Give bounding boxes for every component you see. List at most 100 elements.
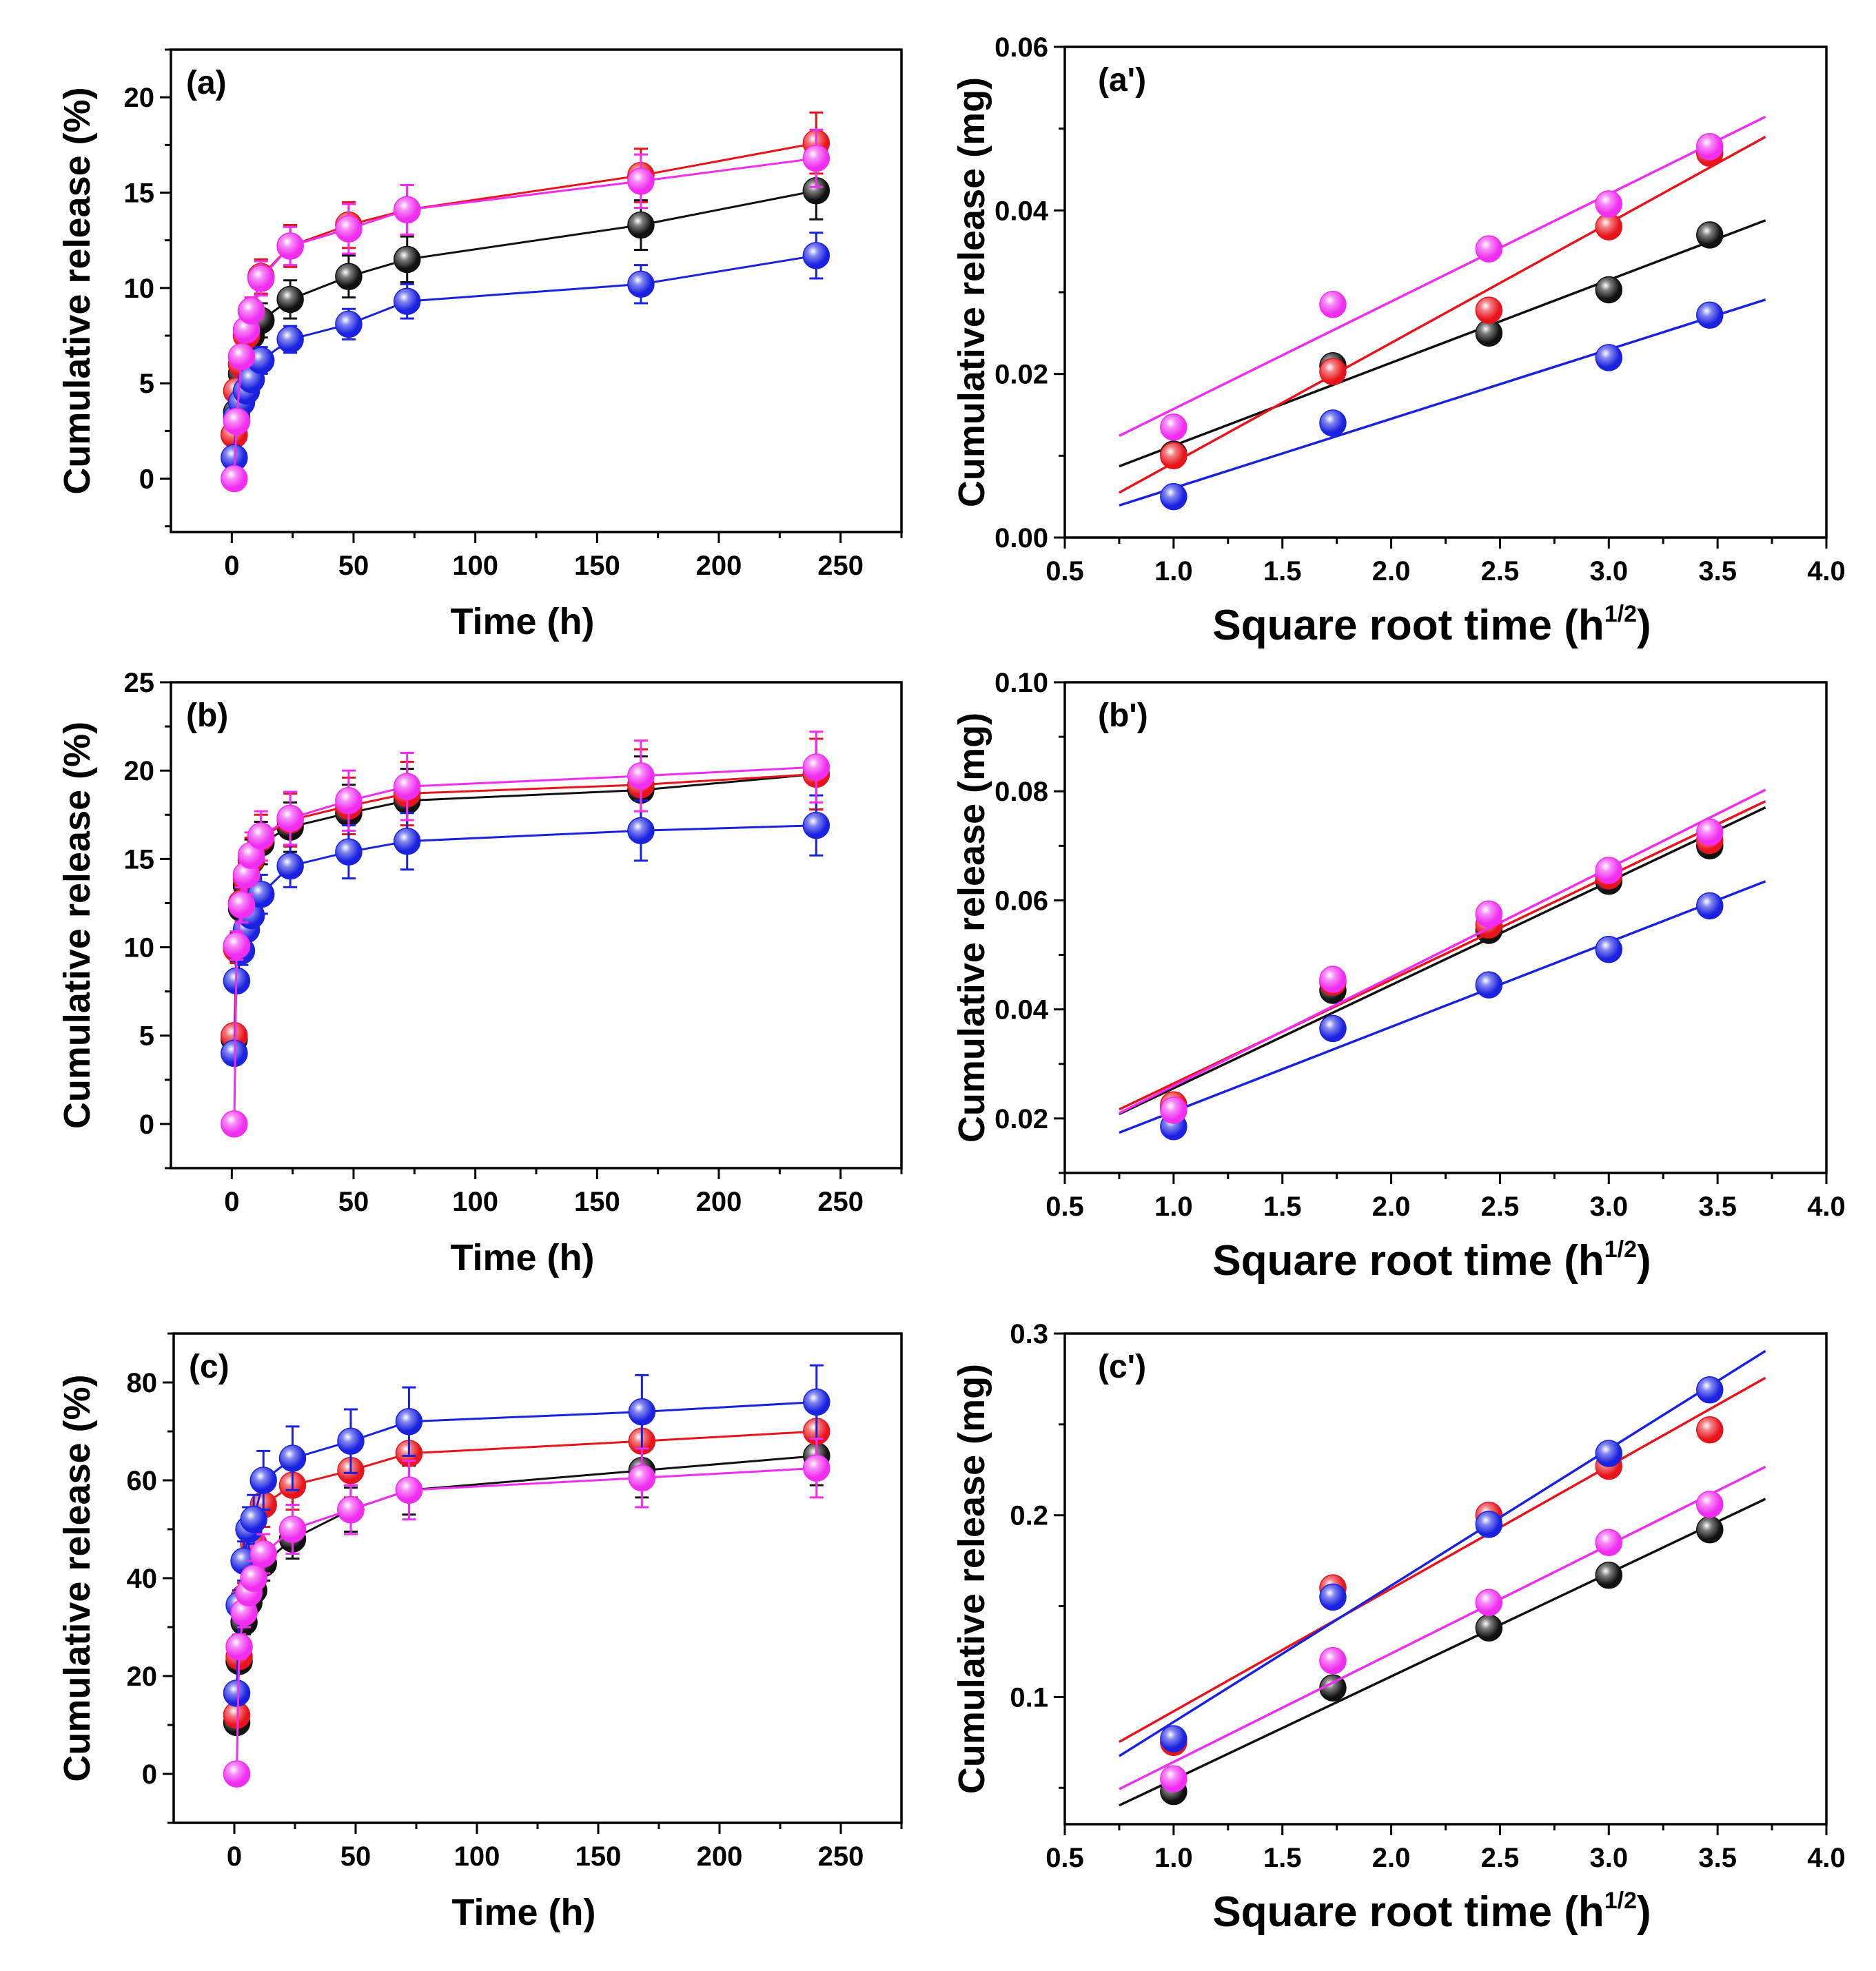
y-tick-label: 0.00 <box>995 523 1048 553</box>
data-point <box>1696 1491 1724 1518</box>
data-point <box>1160 1725 1187 1753</box>
panel-label: (b) <box>186 697 228 734</box>
data-point <box>240 1506 267 1533</box>
x-tick-label: 250 <box>817 551 864 581</box>
data-point <box>276 852 304 880</box>
series-black <box>1119 1498 1766 1807</box>
panel-c: 0 50 100 150 200 250 0 20 40 60 80 (c) Cumulative re… <box>57 1332 903 1933</box>
x-axis-label: Square root time (h1/2) <box>1212 1888 1651 1936</box>
series-magenta <box>221 731 830 1138</box>
fit-line <box>1119 800 1766 1111</box>
fit-line <box>1119 1376 1766 1744</box>
y-tick-label: 0.06 <box>995 886 1048 916</box>
data-point <box>1696 133 1724 161</box>
data-point <box>1696 1416 1724 1444</box>
panel-b: 0 50 100 150 200 250 0 5 10 15 20 25 (b) Cumulative r… <box>57 668 903 1278</box>
x-tick-label: 250 <box>817 1187 864 1217</box>
data-point <box>223 1760 251 1788</box>
data-point <box>1319 1583 1347 1611</box>
data-point <box>1319 966 1347 993</box>
data-point <box>249 1540 277 1568</box>
x-tick-label: 1.0 <box>1154 1843 1193 1873</box>
data-point <box>1475 900 1503 928</box>
data-point <box>627 762 655 790</box>
series-blue <box>1118 1349 1766 1757</box>
data-point <box>803 1388 830 1416</box>
y-tick-label: 0.04 <box>995 196 1049 226</box>
data-point <box>1475 296 1503 324</box>
y-tick-label: 0 <box>139 1110 154 1140</box>
series-line <box>233 773 817 1036</box>
x-tick-label: 1.5 <box>1263 1843 1302 1873</box>
x-axis-label: Time (h) <box>451 1892 595 1933</box>
fit-line <box>1119 219 1766 468</box>
x-tick-label: 200 <box>696 1187 742 1217</box>
data-point <box>1160 413 1187 441</box>
data-point <box>278 1444 307 1472</box>
fit-line <box>1119 880 1766 1134</box>
panel-label: (c') <box>1098 1349 1146 1385</box>
x-tick-label: 2.5 <box>1481 1192 1520 1222</box>
data-point <box>393 245 421 274</box>
x-tick-label: 150 <box>574 1187 620 1217</box>
series-blue <box>221 794 830 1068</box>
data-point <box>1319 1646 1347 1675</box>
plot-frame <box>170 681 903 1170</box>
data-point <box>1160 1765 1187 1793</box>
y-tick-label: 20 <box>124 756 155 786</box>
data-point <box>1595 213 1623 241</box>
y-tick-label: 0.1 <box>1010 1682 1048 1713</box>
data-point <box>335 215 363 243</box>
x-tick-label: 2.0 <box>1372 1843 1411 1873</box>
data-point <box>276 325 304 354</box>
data-point <box>1595 1529 1623 1557</box>
data-point <box>395 1476 423 1504</box>
y-tick-label: 10 <box>124 274 155 304</box>
x-tick-label: 4.0 <box>1807 556 1846 586</box>
y-axis-label: Cumulative release (%) <box>57 1374 98 1781</box>
x-tick-label: 100 <box>452 1187 498 1217</box>
series-black <box>1119 219 1766 468</box>
y-tick-label: 0.3 <box>1010 1319 1048 1349</box>
data-point <box>1319 358 1347 385</box>
data-point <box>240 1564 267 1592</box>
data-point <box>223 1679 251 1707</box>
x-tick-label: 150 <box>575 1841 622 1872</box>
data-point <box>627 817 655 845</box>
data-point <box>1160 1096 1187 1124</box>
data-point <box>225 1633 253 1661</box>
series-red <box>1119 136 1766 494</box>
data-point <box>393 827 421 855</box>
data-point <box>276 232 304 260</box>
data-point <box>278 1515 307 1543</box>
fit-line <box>1119 788 1766 1114</box>
data-point <box>1696 892 1724 920</box>
data-point <box>1319 291 1347 318</box>
data-point <box>227 891 256 919</box>
series-blue <box>223 1364 830 1707</box>
data-point <box>393 773 421 801</box>
x-tick-label: 0.5 <box>1046 556 1084 586</box>
x-tick-label: 0.5 <box>1046 1843 1084 1873</box>
y-tick-label: 0.02 <box>995 1104 1048 1134</box>
x-tick-label: 1.5 <box>1263 1192 1302 1222</box>
data-point <box>247 822 275 850</box>
y-tick-label: 5 <box>139 1021 154 1052</box>
x-tick-label: 1.0 <box>1154 556 1193 586</box>
y-tick-label: 0.04 <box>995 995 1049 1025</box>
data-point <box>1595 1561 1623 1589</box>
x-tick-label: 150 <box>574 551 620 581</box>
series-red <box>221 111 830 449</box>
x-axis-label: Square root time (h1/2) <box>1212 601 1651 649</box>
data-point <box>221 1110 248 1138</box>
x-tick-label: 4.0 <box>1807 1843 1846 1873</box>
data-point <box>628 1398 656 1426</box>
fit-line <box>1119 806 1766 1116</box>
x-tick-label: 2.0 <box>1372 556 1411 586</box>
series-line <box>233 773 817 1039</box>
data-point <box>1160 442 1187 470</box>
y-axis-label: Cumulative release (%) <box>57 87 98 494</box>
panel-b-prime: 0.5 1.0 1.5 2.0 2.5 3.0 3.5 4.0 0.02 0.04 0.06 0.08… <box>951 668 1846 1285</box>
data-point <box>627 270 655 298</box>
